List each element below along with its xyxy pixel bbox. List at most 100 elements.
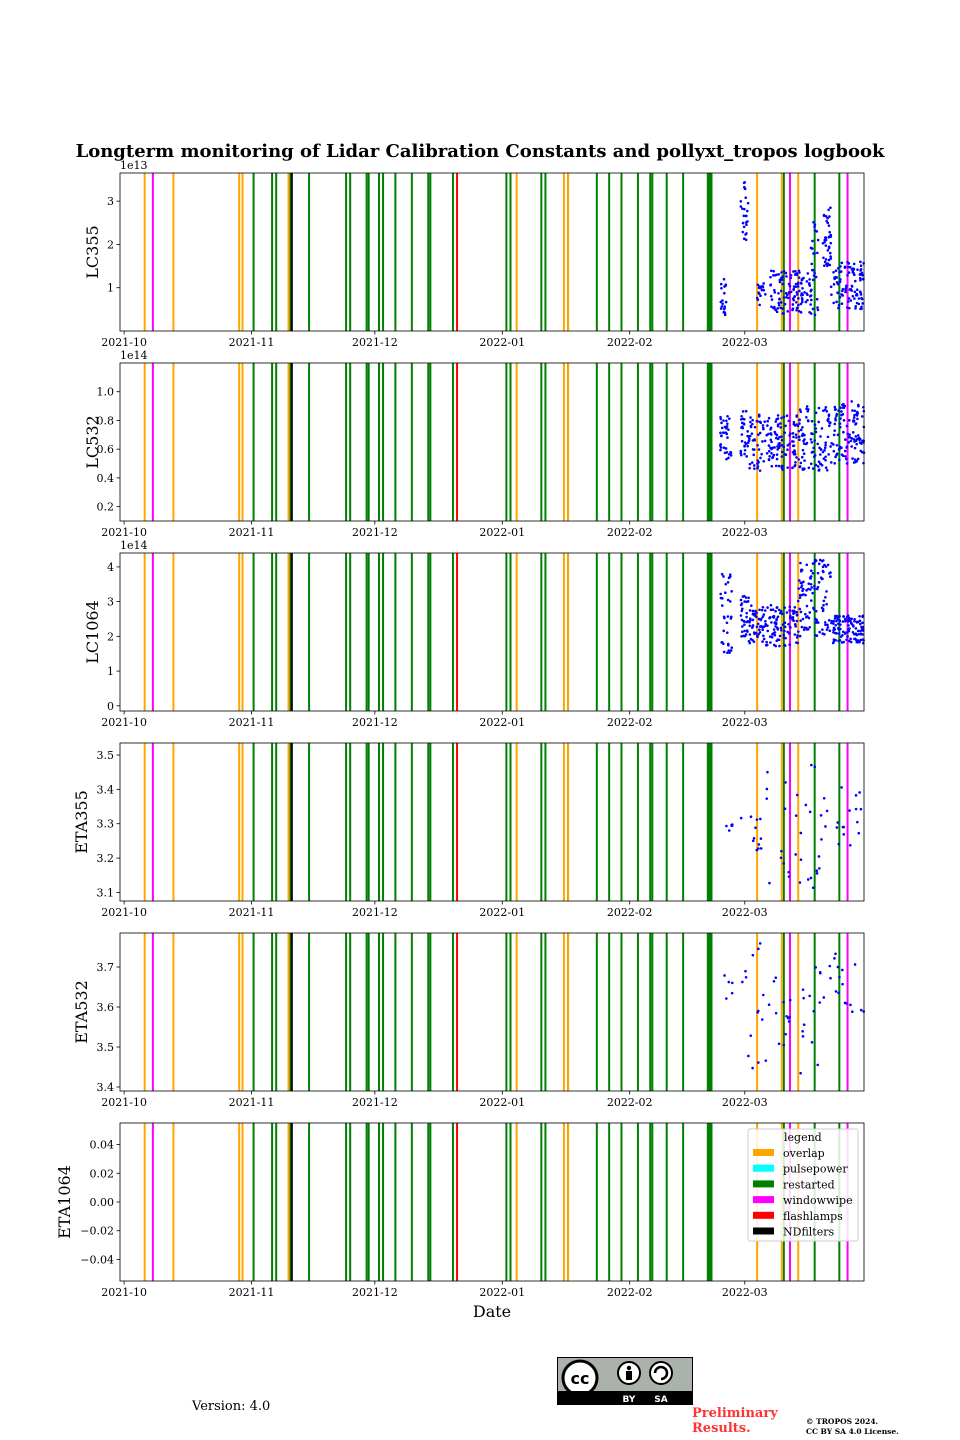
data-point bbox=[820, 427, 824, 430]
data-point bbox=[765, 797, 769, 800]
data-point bbox=[782, 415, 786, 419]
data-point bbox=[844, 290, 847, 294]
data-point bbox=[743, 445, 746, 448]
data-point bbox=[829, 461, 833, 464]
data-point bbox=[855, 294, 859, 297]
data-point bbox=[751, 612, 755, 616]
data-point bbox=[837, 991, 840, 995]
data-point bbox=[773, 305, 776, 309]
data-point bbox=[834, 455, 837, 459]
data-point bbox=[764, 620, 767, 623]
data-point bbox=[780, 450, 784, 454]
data-point bbox=[722, 642, 725, 646]
data-point bbox=[795, 306, 799, 310]
data-point bbox=[780, 271, 783, 274]
data-point bbox=[821, 607, 825, 611]
data-point bbox=[824, 441, 827, 445]
data-point bbox=[782, 1000, 785, 1004]
data-point bbox=[840, 410, 843, 413]
data-point bbox=[824, 825, 827, 828]
data-point bbox=[721, 299, 724, 302]
data-point bbox=[842, 825, 846, 829]
data-point bbox=[818, 630, 821, 634]
data-point bbox=[743, 187, 747, 191]
data-point bbox=[850, 445, 853, 448]
data-point bbox=[774, 625, 777, 628]
data-point bbox=[843, 449, 847, 453]
data-point bbox=[801, 1030, 804, 1033]
data-point bbox=[794, 853, 797, 856]
data-point bbox=[727, 829, 731, 832]
data-point bbox=[845, 638, 848, 642]
data-point bbox=[783, 807, 787, 811]
data-point bbox=[751, 618, 755, 622]
data-point bbox=[810, 441, 814, 444]
data-point bbox=[768, 881, 771, 885]
data-point bbox=[838, 270, 841, 274]
data-point bbox=[764, 1059, 768, 1062]
data-point bbox=[795, 415, 799, 418]
data-point bbox=[763, 420, 767, 423]
data-point bbox=[743, 207, 746, 211]
data-point bbox=[828, 230, 831, 234]
data-point bbox=[739, 449, 743, 453]
data-point bbox=[801, 448, 805, 452]
data-point bbox=[823, 238, 827, 242]
data-point bbox=[819, 576, 823, 579]
data-point bbox=[796, 641, 800, 645]
y-tick-label: 3.2 bbox=[97, 852, 115, 865]
x-tick-label: 2021-10 bbox=[101, 336, 147, 349]
data-point bbox=[774, 1011, 778, 1015]
cc-license-badge[interactable]: cc BY SA bbox=[557, 1357, 693, 1405]
data-point bbox=[745, 223, 748, 226]
data-point bbox=[829, 255, 832, 258]
data-point bbox=[724, 300, 728, 304]
data-point bbox=[758, 625, 762, 628]
data-point bbox=[846, 306, 849, 309]
data-point bbox=[846, 631, 849, 634]
data-point bbox=[782, 862, 786, 865]
data-point bbox=[836, 267, 840, 270]
x-tick-label: 2021-11 bbox=[229, 716, 275, 729]
data-point bbox=[766, 770, 769, 774]
data-point bbox=[719, 443, 723, 446]
data-point bbox=[855, 442, 858, 446]
data-point bbox=[792, 452, 796, 456]
data-point bbox=[751, 609, 755, 613]
data-point bbox=[822, 603, 825, 607]
data-point bbox=[724, 447, 728, 450]
data-point bbox=[819, 814, 823, 817]
data-point bbox=[854, 305, 858, 308]
data-point bbox=[791, 303, 795, 306]
x-tick-label: 2021-11 bbox=[229, 1096, 275, 1109]
data-point bbox=[832, 449, 836, 453]
data-point bbox=[729, 454, 733, 457]
data-point bbox=[798, 881, 802, 884]
data-point bbox=[780, 416, 783, 420]
data-point bbox=[815, 634, 819, 637]
data-point bbox=[828, 263, 832, 267]
data-point bbox=[773, 622, 777, 625]
data-point bbox=[828, 215, 831, 218]
data-point bbox=[798, 593, 802, 597]
data-point bbox=[838, 639, 842, 642]
data-point bbox=[836, 291, 840, 295]
data-point bbox=[774, 644, 778, 648]
data-point bbox=[858, 437, 862, 441]
data-point bbox=[829, 445, 832, 448]
data-point bbox=[814, 275, 818, 279]
y-tick-label: 3.4 bbox=[97, 1081, 115, 1094]
data-point bbox=[754, 609, 757, 613]
data-point bbox=[774, 464, 778, 468]
data-point bbox=[805, 563, 809, 567]
data-point bbox=[848, 844, 852, 847]
data-point bbox=[832, 631, 835, 634]
y-axis-label: ETA532 bbox=[72, 980, 91, 1044]
data-point bbox=[802, 439, 805, 443]
data-point bbox=[819, 448, 823, 451]
x-tick-label: 2021-12 bbox=[352, 336, 398, 349]
data-point bbox=[793, 622, 797, 626]
data-point bbox=[720, 305, 724, 308]
data-point bbox=[836, 433, 840, 437]
data-point bbox=[778, 644, 781, 648]
